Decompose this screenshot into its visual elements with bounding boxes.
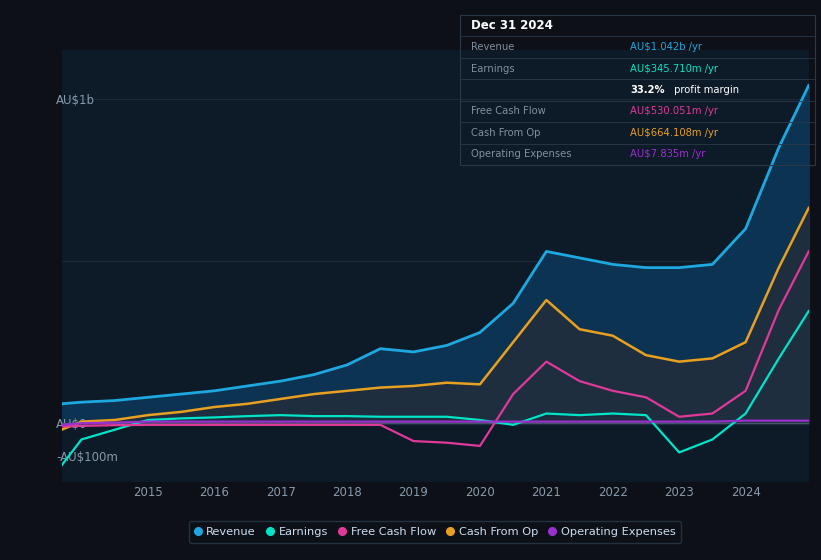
Text: AU$530.051m /yr: AU$530.051m /yr	[631, 106, 718, 116]
Text: Revenue: Revenue	[470, 42, 514, 52]
Text: AU$7.835m /yr: AU$7.835m /yr	[631, 150, 706, 159]
Text: AU$664.108m /yr: AU$664.108m /yr	[631, 128, 718, 138]
Text: Earnings: Earnings	[470, 64, 514, 73]
Text: profit margin: profit margin	[672, 85, 740, 95]
Text: AU$1.042b /yr: AU$1.042b /yr	[631, 42, 703, 52]
Text: Operating Expenses: Operating Expenses	[470, 150, 571, 159]
Text: 33.2%: 33.2%	[631, 85, 665, 95]
Text: Dec 31 2024: Dec 31 2024	[470, 19, 553, 32]
Text: Cash From Op: Cash From Op	[470, 128, 540, 138]
Legend: Revenue, Earnings, Free Cash Flow, Cash From Op, Operating Expenses: Revenue, Earnings, Free Cash Flow, Cash …	[189, 521, 681, 543]
Text: Free Cash Flow: Free Cash Flow	[470, 106, 545, 116]
Text: AU$345.710m /yr: AU$345.710m /yr	[631, 64, 718, 73]
